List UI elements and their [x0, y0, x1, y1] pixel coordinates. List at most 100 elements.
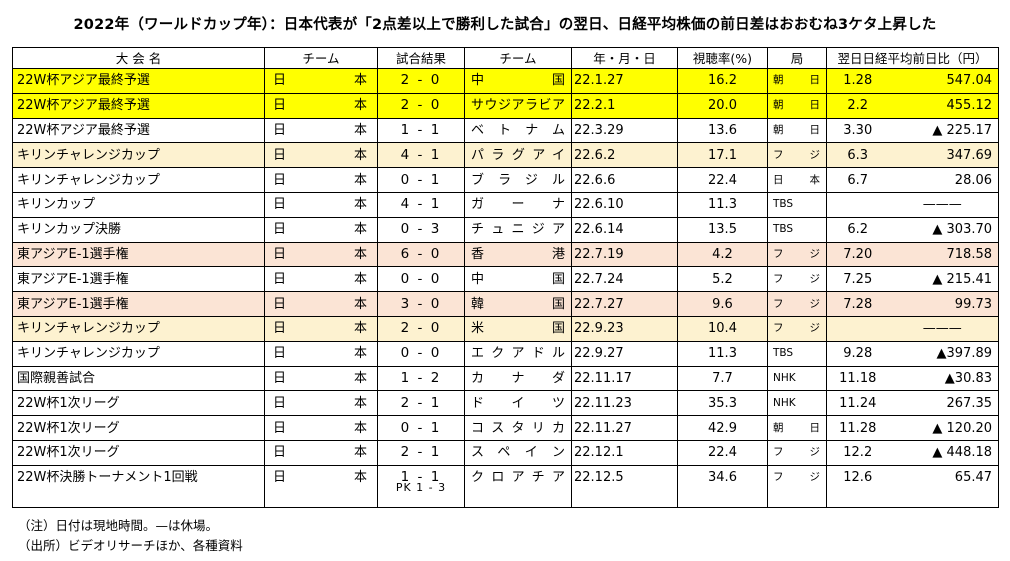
team-text: 日本 [273, 122, 367, 138]
result-cell: 2 - 0 [377, 92, 465, 119]
team-text: 日本 [273, 98, 367, 114]
opponent-text: ガーナ [471, 197, 565, 213]
table-row: 22W杯アジア最終予選 日本 1 - 1 ベトナム 22.3.29 13.6 朝日 3.30 ▲… [12, 117, 1000, 144]
tournament-cell: 22W杯1次リーグ [12, 390, 265, 417]
date-cell: 22.7.19 [571, 241, 678, 268]
rating-text: 42.9 [708, 420, 737, 436]
table-row: 東アジアE-1選手権 日本 6 - 0 香港 22.7.19 4.2 フジ 7.20 718.5… [12, 241, 1000, 268]
header-opponent: チーム [464, 47, 572, 69]
nikkei-diff-cell: 455.12 [888, 92, 1000, 119]
results-table: 大 会 名 チーム 試合結果 チーム 年・月・日 視聴率(%) 局 翌日日経平均… [12, 47, 1000, 508]
tournament-cell: 東アジアE-1選手権 [12, 241, 265, 268]
tournament-cell: 22W杯決勝トーナメント1回戦 [12, 464, 265, 508]
table-row: 22W杯アジア最終予選 日本 2 - 0 サウジアラビア 22.2.1 20.0 朝日 2.2… [12, 92, 1000, 119]
nikkei-diff-cell: 267.35 [888, 390, 1000, 417]
opponent-cell: 米国 [464, 315, 572, 342]
table-row: 22W杯決勝トーナメント1回戦 日本 1 - 1 PK 1 - 3 クロアチア 22.12… [12, 464, 1000, 508]
date-cell: 22.12.5 [571, 464, 678, 508]
rating-text: 13.5 [708, 222, 737, 238]
nikkei-diff-cell: ▲ 448.18 [888, 439, 1000, 466]
nikkei-diff-text: ▲ 215.41 [932, 271, 993, 287]
tournament-text: 22W杯アジア最終予選 [17, 122, 150, 138]
nikkei-diff-text: ——— [922, 197, 962, 213]
next-day-cell: 12.6 [826, 464, 889, 508]
header-nikkei: 翌日日経平均前日比（円） [825, 47, 1000, 69]
result-text: 1 - 1 [400, 121, 442, 138]
broadcaster-text: フジ [773, 470, 820, 483]
opponent-text: ドイツ [471, 395, 565, 411]
date-text: 22.11.17 [574, 370, 632, 386]
broadcaster-text: フジ [773, 446, 820, 459]
opponent-text: 韓国 [471, 296, 565, 312]
next-day-cell: 11.28 [826, 415, 889, 441]
result-text: 0 - 3 [400, 221, 442, 238]
rating-cell: 13.6 [677, 117, 768, 144]
nikkei-diff-text: ▲30.83 [944, 370, 993, 386]
result-text: 1 - 2 [400, 369, 442, 386]
date-text: 22.6.6 [574, 172, 616, 188]
nikkei-diff-cell: 65.47 [888, 464, 1000, 508]
date-cell: 22.2.1 [571, 92, 678, 119]
tournament-text: 22W杯1次リーグ [17, 420, 120, 436]
opponent-cell: ドイツ [464, 390, 572, 417]
result-cell: 0 - 0 [377, 266, 465, 293]
header-broadcaster: 局 [767, 47, 827, 69]
next-day-cell: 6.2 [826, 216, 889, 243]
team-text: 日本 [273, 73, 367, 89]
opponent-text: コスタリカ [471, 420, 565, 436]
date-cell: 22.7.27 [571, 291, 678, 317]
broadcaster-text: 朝日 [773, 74, 820, 87]
next-day-text: 11.28 [839, 420, 877, 436]
next-day-text: 2.2 [847, 98, 869, 114]
next-day-cell: 2.2 [826, 92, 889, 119]
team-cell: 日本 [264, 68, 378, 94]
team-text: 日本 [273, 346, 367, 362]
nikkei-diff-text: 455.12 [946, 98, 993, 114]
table-row: 国際親善試合 日本 1 - 2 カナダ 22.11.17 7.7 NHK 11.18 ▲30.8… [12, 365, 1000, 392]
team-cell: 日本 [264, 439, 378, 466]
date-text: 22.12.1 [574, 445, 624, 461]
result-cell: 1 - 1 [377, 117, 465, 144]
table-row: 東アジアE-1選手権 日本 3 - 0 韓国 22.7.27 9.6 フジ 7.28 99.73 [12, 291, 1000, 317]
next-day-text: 6.3 [847, 147, 869, 163]
team-text: 日本 [273, 469, 367, 485]
date-cell: 22.1.27 [571, 68, 678, 94]
nikkei-diff-cell: ▲ 215.41 [888, 266, 1000, 293]
rating-cell: 20.0 [677, 92, 768, 119]
rating-cell: 13.5 [677, 216, 768, 243]
team-cell: 日本 [264, 167, 378, 193]
date-cell: 22.6.6 [571, 167, 678, 193]
team-cell: 日本 [264, 415, 378, 441]
team-cell: 日本 [264, 464, 378, 508]
date-cell: 22.3.29 [571, 117, 678, 144]
result-text: 0 - 1 [400, 419, 442, 436]
team-text: 日本 [273, 271, 367, 287]
opponent-text: スペイン [471, 445, 565, 461]
tournament-text: キリンチャレンジカップ [17, 147, 160, 163]
broadcaster-cell: TBS [767, 216, 827, 243]
opponent-cell: クロアチア [464, 464, 572, 508]
result-cell: 1 - 2 [377, 365, 465, 392]
date-cell: 22.11.27 [571, 415, 678, 441]
result-cell: 1 - 1 PK 1 - 3 [377, 464, 465, 508]
result-text: 2 - 0 [400, 320, 442, 337]
broadcaster-text: NHK [773, 396, 796, 409]
broadcaster-text: フジ [773, 148, 820, 161]
opponent-cell: サウジアラビア [464, 92, 572, 119]
opponent-cell: ベトナム [464, 117, 572, 144]
opponent-cell: 韓国 [464, 291, 572, 317]
opponent-cell: チュニジア [464, 216, 572, 243]
rating-cell: 16.2 [677, 68, 768, 94]
result-cell: 0 - 1 [377, 167, 465, 193]
opponent-cell: コスタリカ [464, 415, 572, 441]
next-day-cell: 6.3 [826, 142, 889, 169]
nikkei-diff-text: ——— [922, 321, 962, 337]
team-cell: 日本 [264, 266, 378, 293]
next-day-text: 7.28 [843, 296, 873, 312]
date-text: 22.3.29 [574, 122, 624, 138]
result-text: 0 - 0 [400, 270, 442, 287]
result-cell: 2 - 0 [377, 315, 465, 342]
nikkei-diff-cell: 347.69 [888, 142, 1000, 169]
tournament-cell: 22W杯1次リーグ [12, 415, 265, 441]
rating-cell: 5.2 [677, 266, 768, 293]
